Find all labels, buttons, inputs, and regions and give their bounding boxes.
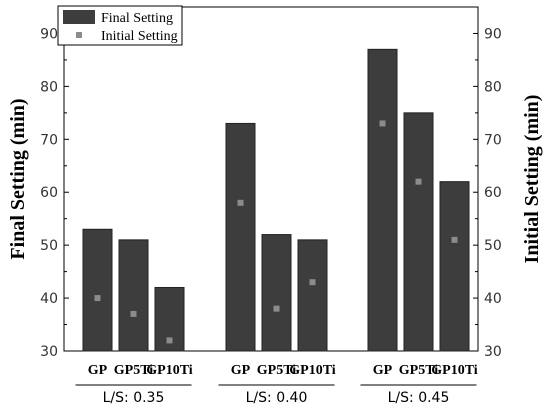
right-axis-ticks: 30 40 50 60 70 80 90 (473, 26, 502, 360)
left-axis-ticks: 30 40 50 60 70 80 90 (40, 26, 69, 360)
left-tick-label: 60 (40, 185, 58, 201)
left-tick-label: 50 (40, 238, 58, 254)
group-label: L/S: 0.40 (246, 390, 308, 406)
group-labels: L/S: 0.35 L/S: 0.40 L/S: 0.45 (75, 384, 477, 406)
bar-final-setting (261, 234, 292, 352)
marker-initial-setting (451, 236, 458, 243)
category-label: GP (373, 363, 393, 378)
right-tick-label: 70 (484, 132, 502, 148)
legend: Final Setting Initial Setting (57, 5, 183, 46)
category-label: GP10Ti (146, 363, 193, 378)
category-label: GP5Ti (399, 363, 439, 378)
right-tick-label: 80 (484, 79, 502, 95)
marker-initial-setting (379, 120, 386, 127)
marker-initial-setting (237, 199, 244, 206)
category-label: GP10Ti (289, 363, 336, 378)
left-tick-label: 40 (40, 291, 58, 307)
legend-label-final: Final Setting (101, 11, 173, 26)
category-label: GP5Ti (114, 363, 154, 378)
initial-setting-markers (94, 120, 458, 344)
bar-final-setting (82, 228, 113, 352)
group-label: L/S: 0.45 (388, 390, 450, 406)
marker-initial-setting (309, 279, 316, 286)
right-tick-label: 50 (484, 238, 502, 254)
right-tick-label: 60 (484, 185, 502, 201)
legend-swatch-final (63, 10, 95, 24)
bar-final-setting (367, 48, 398, 352)
legend-marker-initial (76, 32, 82, 38)
left-tick-label: 30 (40, 344, 58, 360)
right-axis-title: Initial Setting (min) (521, 95, 543, 264)
category-label: GP5Ti (257, 363, 297, 378)
group-label: L/S: 0.35 (103, 390, 165, 406)
bar-final-setting (118, 239, 149, 352)
category-label: GP10Ti (431, 363, 478, 378)
right-tick-label: 40 (484, 291, 502, 307)
legend-label-initial: Initial Setting (101, 29, 178, 44)
bar-final-setting (297, 239, 328, 352)
left-axis-title: Final Setting (min) (7, 98, 29, 259)
bar-final-setting (403, 112, 434, 352)
left-tick-label: 80 (40, 79, 58, 95)
bar-final-setting (439, 181, 470, 352)
marker-initial-setting (415, 178, 422, 185)
left-tick-label: 90 (40, 26, 58, 42)
marker-initial-setting (273, 305, 280, 312)
bar-final-setting (225, 122, 256, 352)
left-tick-label: 70 (40, 132, 58, 148)
marker-initial-setting (130, 310, 137, 317)
right-tick-label: 30 (484, 344, 502, 360)
marker-initial-setting (166, 337, 173, 344)
category-label: GP (231, 363, 251, 378)
marker-initial-setting (94, 295, 101, 302)
right-tick-label: 90 (484, 26, 502, 42)
category-label: GP (88, 363, 108, 378)
